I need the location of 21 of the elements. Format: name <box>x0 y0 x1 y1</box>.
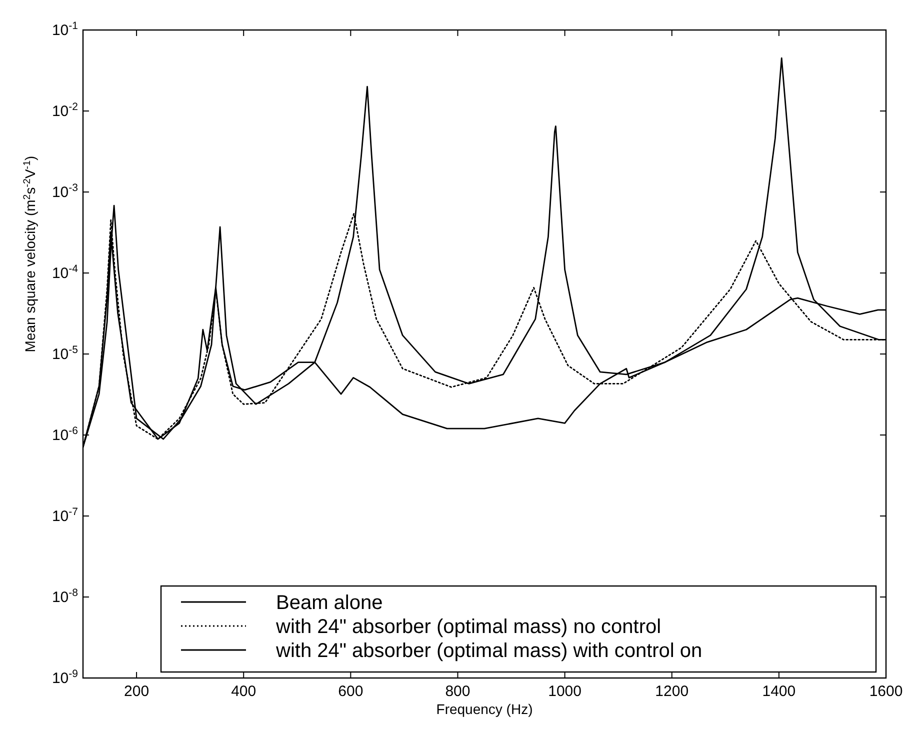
x-tick-label: 1600 <box>869 683 903 700</box>
y-tick-label: 10$^{-7}$ <box>52 506 78 525</box>
legend-label: with 24" absorber (optimal mass) no control <box>275 616 662 638</box>
y-tick-label: 10$^{-9}$ <box>52 668 78 687</box>
x-tick-label: 600 <box>338 683 364 700</box>
legend-label: with 24" absorber (optimal mass) with control on <box>275 640 702 662</box>
x-tick-label: 1400 <box>762 683 796 700</box>
y-tick-label: 10$^{-2}$ <box>52 101 78 120</box>
x-tick-label: 800 <box>445 683 470 700</box>
y-tick-label: 10$^{-6}$ <box>52 425 78 444</box>
x-tick-label: 400 <box>231 683 256 700</box>
y-tick-label: 10$^{-5}$ <box>52 344 78 363</box>
legend-label: Beam alone <box>276 592 383 614</box>
y-tick-label: 10$^{-4}$ <box>52 263 78 282</box>
x-tick-label: 200 <box>124 683 150 700</box>
y-tick-label: 10$^{-1}$ <box>52 20 78 39</box>
x-tick-label: 1000 <box>548 683 582 700</box>
x-axis-title: Frequency (Hz) <box>436 701 533 717</box>
x-tick-label: 1200 <box>655 683 689 700</box>
y-tick-label: 10$^{-3}$ <box>52 182 78 201</box>
y-tick-label: 10$^{-8}$ <box>52 587 78 606</box>
